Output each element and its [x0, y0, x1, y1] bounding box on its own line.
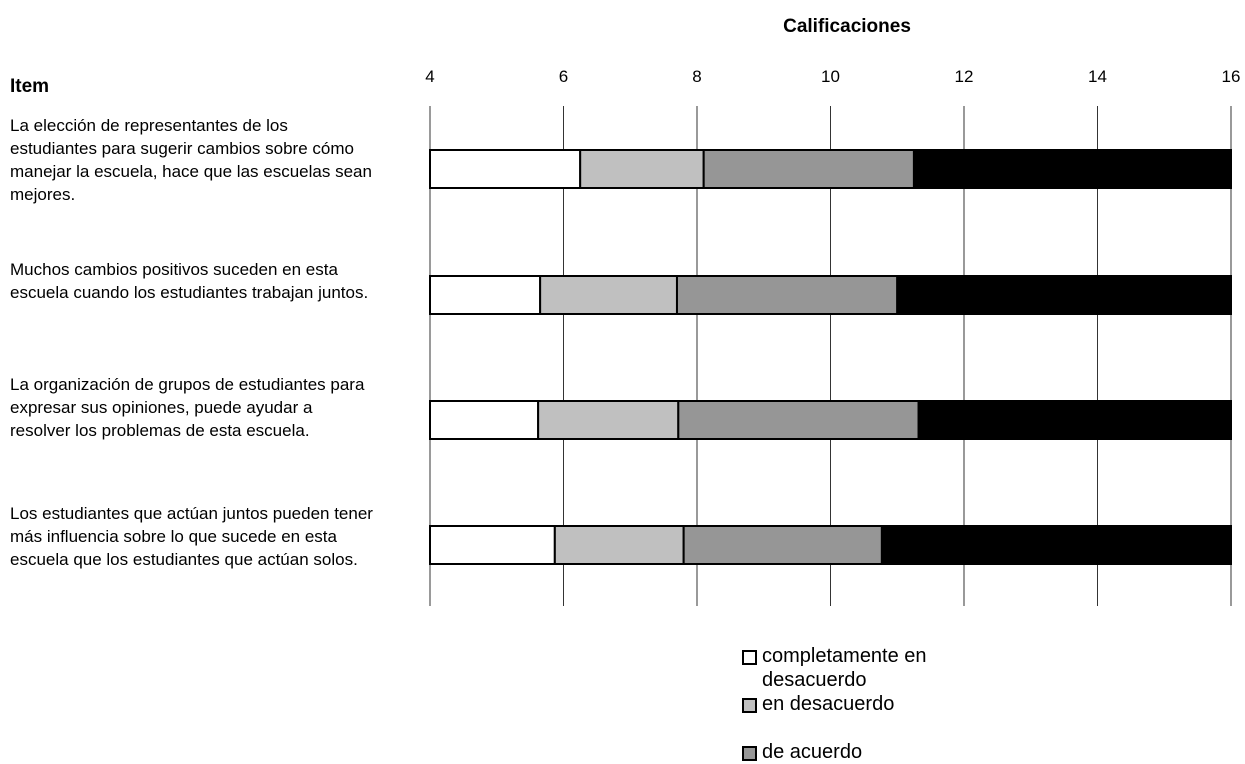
x-tick-label: 16: [1222, 67, 1241, 86]
bar-segment: [579, 149, 705, 189]
legend-swatch-white: [742, 650, 757, 665]
bar-segment: [880, 525, 1233, 565]
legend-swatch-light-gray: [742, 698, 757, 713]
stacked-bar-chart: Calificaciones 4 6 8 10 12 14 16: [425, 16, 1241, 606]
bar-segment: [896, 275, 1232, 315]
item-label-4: Los estudiantes que actúan juntos pueden…: [10, 504, 373, 569]
legend-label: de acuerdo: [762, 741, 863, 763]
chart-title: Calificaciones: [783, 16, 911, 37]
bar-segment: [553, 525, 685, 565]
x-tick-label: 12: [955, 67, 974, 86]
bar-segment: [675, 275, 899, 315]
x-tick-label: 14: [1088, 67, 1107, 86]
bar-segment: [912, 149, 1232, 189]
legend-label: completamente en desacuerdo: [762, 645, 927, 691]
bar-segment: [429, 400, 540, 440]
item-column-header: Item: [10, 76, 50, 97]
bar-segment: [917, 400, 1232, 440]
bar-segment: [677, 400, 920, 440]
item-label-1: La elección de representantes de los est…: [10, 116, 372, 204]
x-tick-label: 4: [425, 67, 434, 86]
bar-segment: [429, 525, 556, 565]
bar-segment: [429, 275, 542, 315]
x-tick-label: 8: [692, 67, 701, 86]
bar-segment: [429, 149, 582, 189]
legend-swatch-gray: [742, 746, 757, 761]
bar-segment: [702, 149, 915, 189]
legend-label: en desacuerdo: [762, 693, 895, 715]
item-label-3: La organización de grupos de estudiantes…: [10, 375, 365, 440]
item-label-2: Muchos cambios positivos suceden en esta…: [10, 260, 369, 302]
bar-segment: [682, 525, 883, 565]
x-tick-label: 10: [821, 67, 840, 86]
bar-segment: [537, 400, 680, 440]
bar-segment: [539, 275, 678, 315]
x-tick-label: 6: [559, 67, 568, 86]
